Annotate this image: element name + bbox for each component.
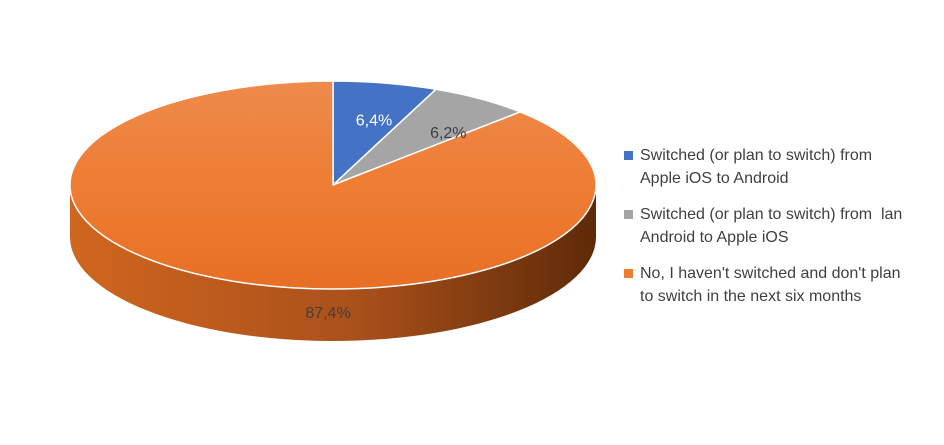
legend-swatch-gray <box>624 210 633 219</box>
legend-item-not-switched: No, I haven't switched and don't plan to… <box>624 262 936 308</box>
legend-item-ios-to-android: Switched (or plan to switch) from Apple … <box>624 144 936 190</box>
legend-label-line-1: Switched (or plan to switch) from <box>640 147 873 164</box>
slice-not-switched <box>69 80 597 290</box>
legend: Switched (or plan to switch) from Apple … <box>624 144 936 321</box>
pie-side-wall <box>70 185 596 341</box>
legend-label-line-2: Android to Apple iOS <box>640 229 789 246</box>
legend-swatch-orange <box>624 269 633 278</box>
legend-label-line-2: Apple iOS to Android <box>640 170 789 187</box>
data-label-slice-android-to-ios: 6,2% <box>430 125 466 142</box>
data-label-slice-ios-to-android: 6,4% <box>356 113 392 130</box>
data-label-slice-not-switched: 87,4% <box>305 305 350 322</box>
legend-label-line-1: No, I haven't switched and don't plan <box>640 265 901 282</box>
legend-swatch-blue <box>624 151 633 160</box>
legend-item-android-to-ios: Switched (or plan to switch) from lan An… <box>624 203 936 249</box>
legend-label-line-1: Switched (or plan to switch) from lan <box>640 206 903 223</box>
legend-label-line-2: to switch in the next six months <box>640 288 862 305</box>
